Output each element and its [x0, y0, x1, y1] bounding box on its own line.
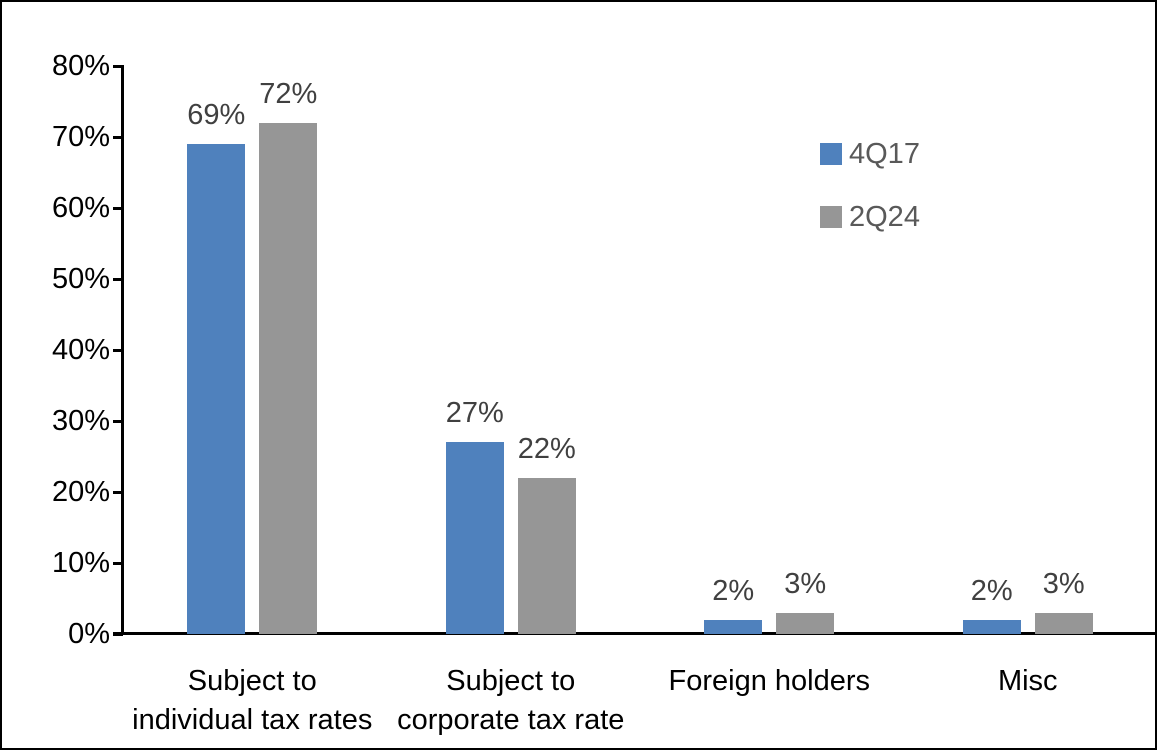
x-category-label-3: Misc [997, 665, 1058, 697]
bar-label-4q17-2: 2% [712, 574, 755, 607]
y-tick-0 [113, 632, 123, 636]
bar-label-2q24-2: 3% [784, 567, 827, 600]
y-tick-10 [113, 561, 123, 565]
x-axis-line [113, 632, 1155, 635]
y-tick-label-20: 20% [51, 476, 110, 508]
bar-2q24-2 [776, 612, 835, 634]
y-tick-label-0: 0% [68, 618, 110, 650]
bar-label-4q17-1: 27% [445, 397, 504, 430]
legend-label-4q17: 4Q17 [849, 138, 920, 170]
y-tick-label-30: 30% [51, 405, 110, 437]
y-tick-label-50: 50% [51, 263, 110, 295]
y-tick-label-40: 40% [51, 334, 110, 366]
y-tick-50 [113, 277, 123, 281]
bar-4q17-3 [962, 619, 1021, 634]
x-category-label-1: Subject to corporate tax rate [397, 665, 625, 736]
bar-2q24-1 [517, 477, 576, 634]
y-tick-60 [113, 206, 123, 210]
bar-4q17-2 [704, 619, 763, 634]
y-tick-40 [113, 348, 123, 352]
y-tick-30 [113, 419, 123, 423]
bar-2q24-0 [259, 122, 318, 634]
legend-item-2q24: 2Q24 [820, 202, 920, 232]
bar-label-2q24-3: 3% [1042, 567, 1085, 600]
legend-label-2q24: 2Q24 [849, 201, 920, 233]
legend-item-4q17: 4Q17 [820, 139, 920, 169]
y-tick-label-70: 70% [51, 121, 110, 153]
y-tick-70 [113, 135, 123, 139]
legend-swatch-4q17 [820, 143, 842, 165]
bar-2q24-3 [1034, 612, 1093, 634]
bar-label-4q17-0: 69% [187, 99, 246, 132]
bar-label-2q24-1: 22% [517, 432, 576, 465]
bar-4q17-0 [187, 144, 246, 634]
y-tick-label-80: 80% [51, 50, 110, 82]
bar-label-2q24-0: 72% [259, 77, 318, 110]
bar-label-4q17-3: 2% [970, 574, 1013, 607]
y-tick-label-60: 60% [51, 192, 110, 224]
bar-4q17-1 [445, 442, 504, 634]
y-tick-label-10: 10% [51, 547, 110, 579]
legend-swatch-2q24 [820, 206, 842, 228]
y-tick-20 [113, 490, 123, 494]
y-tick-80 [113, 64, 123, 68]
x-category-label-0: Subject to individual tax rates [132, 665, 373, 736]
x-category-label-2: Foreign holders [668, 665, 871, 697]
